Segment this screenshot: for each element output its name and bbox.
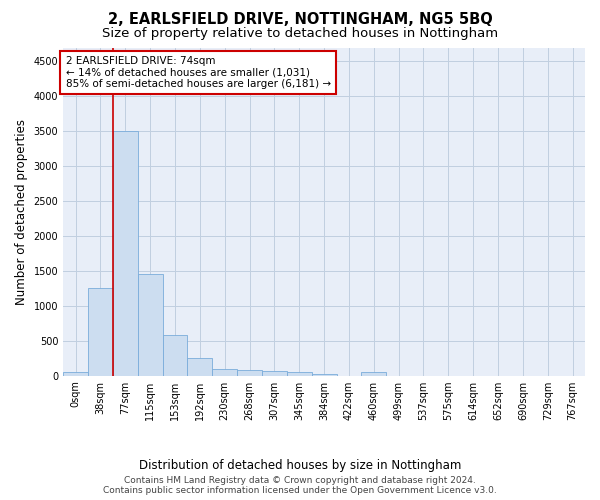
Text: Contains HM Land Registry data © Crown copyright and database right 2024.
Contai: Contains HM Land Registry data © Crown c… [103,476,497,495]
Bar [187,358,212,376]
Text: Distribution of detached houses by size in Nottingham: Distribution of detached houses by size … [139,458,461,471]
Bar [212,368,237,376]
Text: 2 EARLSFIELD DRIVE: 74sqm
← 14% of detached houses are smaller (1,031)
85% of se: 2 EARLSFIELD DRIVE: 74sqm ← 14% of detac… [65,56,331,89]
Y-axis label: Number of detached properties: Number of detached properties [15,118,28,304]
Bar [138,274,163,376]
Bar [311,374,337,376]
Text: 2, EARLSFIELD DRIVE, NOTTINGHAM, NG5 5BQ: 2, EARLSFIELD DRIVE, NOTTINGHAM, NG5 5BQ [107,12,493,28]
Bar [237,370,262,376]
Bar [262,371,287,376]
Bar [113,132,138,376]
Bar [163,335,187,376]
Bar [63,372,88,376]
Text: Size of property relative to detached houses in Nottingham: Size of property relative to detached ho… [102,28,498,40]
Bar [361,372,386,376]
Bar [88,288,113,376]
Bar [287,372,311,376]
